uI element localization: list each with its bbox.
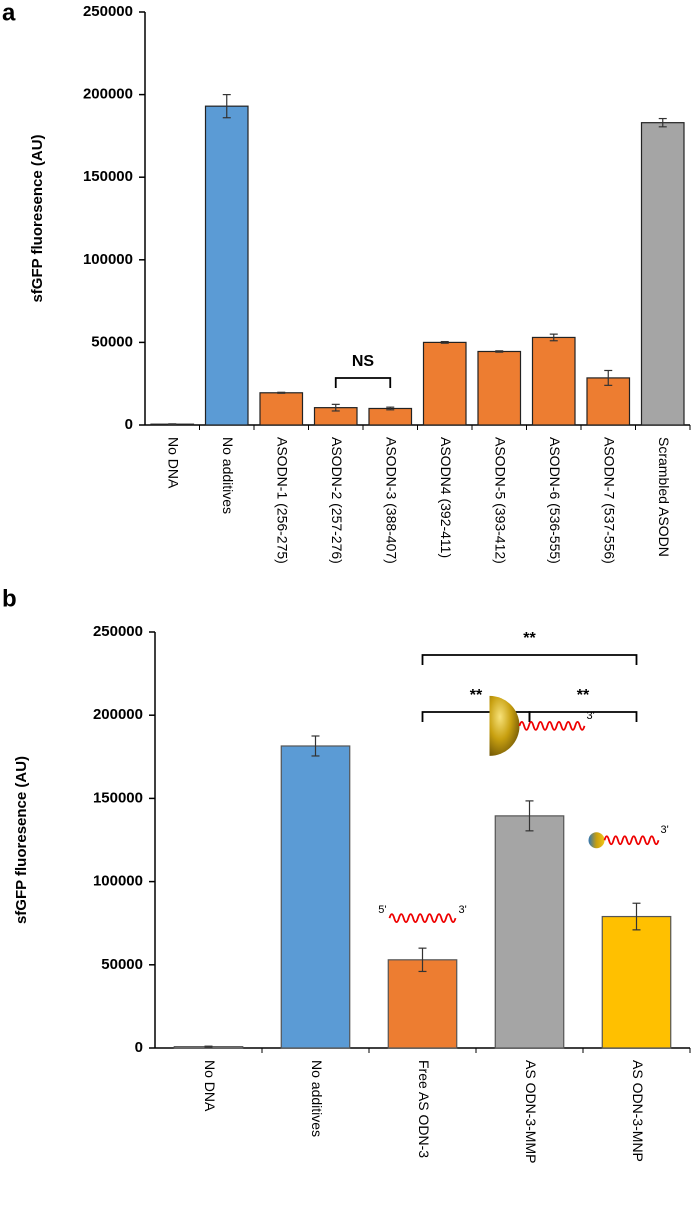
bar xyxy=(368,407,413,426)
y-tick-label: 250000 xyxy=(83,3,133,20)
significance-label: ** xyxy=(523,630,536,647)
y-tick-label: 150000 xyxy=(83,168,133,185)
significance-label: ** xyxy=(470,687,483,704)
x-tick-label: No DNA xyxy=(166,437,182,489)
bar xyxy=(531,336,576,426)
strand-end-label: 3' xyxy=(459,904,467,916)
x-tick-label: ASODN-1 (256-275) xyxy=(275,437,291,564)
bar xyxy=(640,122,685,426)
strand-end-label: 3' xyxy=(587,710,595,722)
bar xyxy=(477,350,522,426)
x-tick-label: ASODN-7 (537-556) xyxy=(602,437,618,564)
strand-end-label: 5' xyxy=(378,904,386,916)
x-tick-label: ASODN-3 (388-407) xyxy=(384,437,400,564)
oligo-strand xyxy=(388,913,457,924)
panel-label: a xyxy=(2,0,16,26)
x-tick-label: ASODN-5 (393-412) xyxy=(493,437,509,564)
y-tick-label: 100000 xyxy=(93,873,143,890)
bar xyxy=(494,815,565,1049)
panel-label: b xyxy=(2,585,17,612)
bar xyxy=(422,341,467,426)
bar xyxy=(387,959,458,1049)
y-axis-title: sfGFP fluoresence (AU) xyxy=(13,756,30,924)
y-tick-label: 0 xyxy=(135,1039,143,1056)
x-tick-label: Scrambled ASODN xyxy=(656,437,672,557)
significance-bracket xyxy=(334,377,392,388)
x-tick-label: AS ODN-3-MMP xyxy=(523,1060,539,1163)
significance-bracket xyxy=(528,711,638,722)
x-tick-label: ASODN4 (392-411) xyxy=(438,437,454,558)
y-tick-label: 0 xyxy=(125,416,133,433)
significance-bracket xyxy=(421,654,638,665)
particle xyxy=(489,695,520,756)
oligo-strand xyxy=(518,720,586,731)
y-tick-label: 50000 xyxy=(91,333,133,350)
x-tick-label: ASODN-2 (257-276) xyxy=(329,437,345,564)
bar xyxy=(259,392,304,426)
x-tick-label: ASODN-6 (536-555) xyxy=(547,437,563,564)
bar xyxy=(204,105,249,426)
x-tick-label: AS ODN-3-MNP xyxy=(630,1060,646,1162)
y-tick-label: 150000 xyxy=(93,789,143,806)
significance-label: ** xyxy=(577,687,590,704)
strand-end-label: 3' xyxy=(661,824,669,836)
y-tick-label: 200000 xyxy=(83,86,133,103)
bar xyxy=(280,745,351,1049)
x-tick-label: No additives xyxy=(220,437,236,514)
x-tick-label: No DNA xyxy=(202,1060,218,1112)
y-axis-title: sfGFP fluoresence (AU) xyxy=(29,134,46,302)
y-tick-label: 50000 xyxy=(101,956,143,973)
y-tick-label: 100000 xyxy=(83,251,133,268)
x-tick-label: No additives xyxy=(309,1060,325,1137)
y-tick-label: 250000 xyxy=(93,623,143,640)
oligo-strand xyxy=(603,835,660,846)
particle xyxy=(588,832,605,849)
y-tick-label: 200000 xyxy=(93,706,143,723)
x-tick-label: Free AS ODN-3 xyxy=(416,1060,432,1158)
bar xyxy=(601,915,672,1049)
significance-label: NS xyxy=(352,353,375,370)
